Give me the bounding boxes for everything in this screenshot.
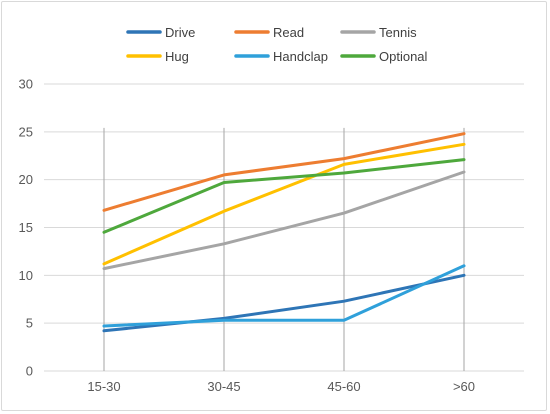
- y-tick-label: 20: [19, 172, 33, 187]
- legend-label: Tennis: [379, 25, 417, 40]
- y-axis-ticks: 0 5 10 15 20 25 30: [19, 77, 33, 379]
- x-tick-label: >60: [453, 379, 475, 394]
- x-tick-label: 45-60: [327, 379, 360, 394]
- legend-item-tennis: Tennis: [340, 25, 417, 40]
- legend-item-optional: Optional: [340, 49, 428, 64]
- legend-item-hug: Hug: [126, 49, 189, 64]
- legend: Drive Read Tennis Hug Handclap Optional: [126, 25, 428, 64]
- legend-label: Optional: [379, 49, 428, 64]
- y-tick-label: 25: [19, 124, 33, 139]
- y-tick-label: 30: [19, 77, 33, 92]
- y-tick-label: 15: [19, 220, 33, 235]
- series-line-handclap: [102, 264, 466, 328]
- x-axis-ticks: 15-30 30-45 45-60 >60: [87, 379, 475, 394]
- series-lines: [102, 132, 466, 333]
- series-line-read: [102, 132, 466, 212]
- y-tick-label: 10: [19, 268, 33, 283]
- legend-label: Drive: [165, 25, 195, 40]
- legend-label: Read: [273, 25, 304, 40]
- series-line-hug: [102, 142, 466, 266]
- x-tick-label: 15-30: [87, 379, 120, 394]
- legend-label: Hug: [165, 49, 189, 64]
- x-tick-label: 30-45: [207, 379, 240, 394]
- legend-label: Handclap: [273, 49, 328, 64]
- series-line-tennis: [102, 170, 466, 271]
- y-tick-label: 0: [26, 364, 33, 379]
- legend-item-handclap: Handclap: [234, 49, 328, 64]
- y-tick-label: 5: [26, 316, 33, 331]
- legend-item-read: Read: [234, 25, 304, 40]
- series-line-optional: [102, 158, 466, 234]
- legend-item-drive: Drive: [126, 25, 195, 40]
